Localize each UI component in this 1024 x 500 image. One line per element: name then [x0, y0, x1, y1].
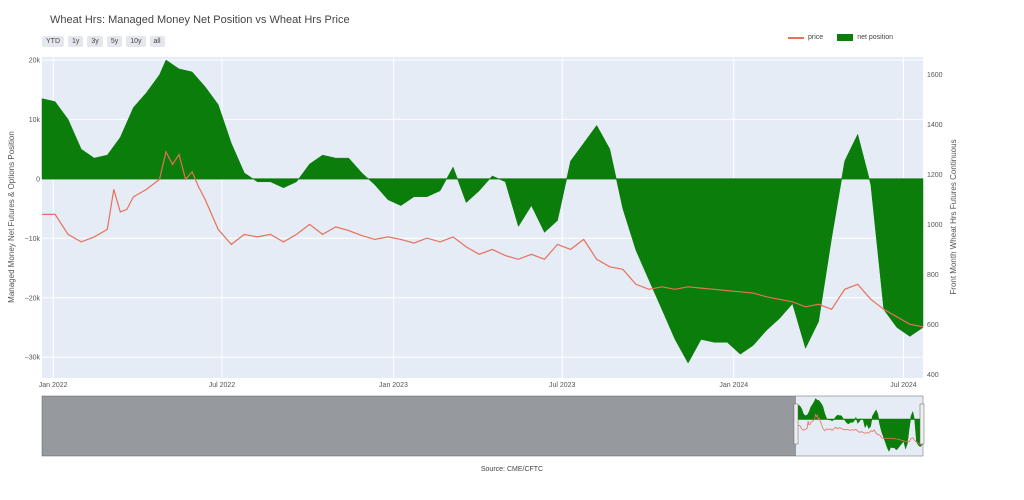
range-slider-price — [798, 413, 923, 446]
legend-label-price: price — [808, 34, 824, 41]
range-button-5y[interactable]: 5y — [106, 36, 123, 47]
range-button-ytd[interactable]: YTD — [42, 36, 64, 47]
price-line — [42, 150, 924, 328]
range-selector: YTD 1y 3y 5y 10y all — [42, 36, 165, 47]
y2-tick-label: 800 — [927, 272, 939, 279]
legend-swatch-net-position — [837, 34, 854, 41]
tick-layer: Jan 2022 Jul 2022 Jan 2023 Jul 2023 Jan 2024… — [25, 57, 943, 389]
legend-label-net-position: net position — [857, 34, 893, 41]
y2-tick-label: 1000 — [927, 222, 943, 229]
source-note: Source: CME/CFTC — [480, 466, 544, 473]
y2-tick-label: 1600 — [927, 72, 943, 79]
y-tick-label: 10k — [29, 117, 41, 124]
y-tick-label: 20k — [29, 57, 41, 64]
y2-tick-label: 600 — [927, 322, 939, 329]
range-button-10y[interactable]: 10y — [126, 36, 146, 47]
range-slider-right-handle[interactable] — [919, 403, 925, 445]
y-tick-label: −20k — [25, 295, 41, 302]
range-slider[interactable] — [41, 395, 925, 457]
range-button-all[interactable]: all — [149, 36, 165, 47]
range-slider-left-handle[interactable] — [793, 403, 799, 445]
x-tick-label: Jul 2024 — [890, 382, 917, 389]
legend-swatch-price — [788, 36, 804, 39]
y2-tick-label: 400 — [927, 372, 939, 379]
x-tick-label: Jan 2023 — [379, 382, 408, 389]
y2-tick-label: 1200 — [927, 172, 943, 179]
y-tick-label: 0 — [36, 176, 40, 183]
y-tick-label: −30k — [25, 355, 41, 362]
range-slider-price-line — [798, 413, 923, 446]
legend-item-net-position[interactable]: net position — [837, 34, 893, 41]
y-tick-label: −10k — [25, 236, 41, 243]
legend-item-price[interactable]: price — [788, 34, 823, 41]
range-button-1y[interactable]: 1y — [68, 36, 84, 47]
x-tick-label: Jan 2022 — [39, 382, 68, 389]
net-position-layer — [41, 59, 924, 364]
y-axis-title: Managed Money Net Futures & Options Posi… — [7, 131, 16, 303]
range-slider-mask — [42, 396, 796, 456]
legend: price net position — [788, 34, 893, 41]
x-tick-label: Jan 2024 — [719, 382, 748, 389]
net-position-area — [41, 59, 924, 364]
y2-axis-title: Front Month Wheat Hrs Futures Continuous — [949, 139, 958, 294]
price-layer — [42, 150, 924, 328]
x-tick-label: Jul 2022 — [209, 382, 236, 389]
chart-title: Wheat Hrs: Managed Money Net Position vs… — [50, 14, 350, 26]
range-button-3y[interactable]: 3y — [87, 36, 103, 47]
x-tick-label: Jul 2023 — [549, 382, 576, 389]
y2-tick-label: 1400 — [927, 122, 943, 129]
